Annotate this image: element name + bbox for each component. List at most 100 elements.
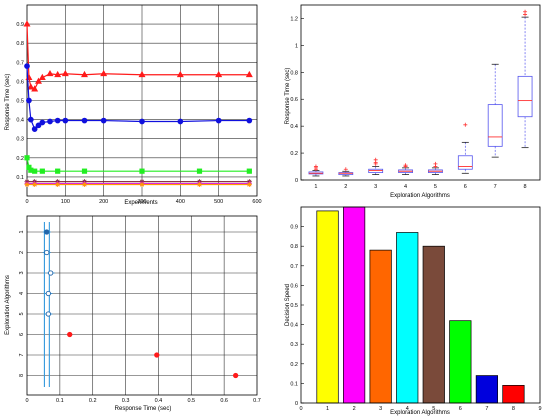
p2-ytick-label: 5 <box>19 312 25 315</box>
p0-ytick-label: 0.9 <box>16 22 24 28</box>
p0-series-1-point <box>177 118 184 125</box>
p1-box-6-outlier <box>463 122 468 127</box>
p0-series-2-point <box>81 168 88 174</box>
p1-plot-frame <box>300 4 541 181</box>
p2-xtick-label: 0 <box>25 398 28 404</box>
p0-series-0-point <box>31 85 39 92</box>
p2-point-1 <box>44 229 50 235</box>
p0-ytick-label: 0.8 <box>16 41 24 47</box>
p2-xtick-label: 0.1 <box>56 398 64 404</box>
p1-xtick-label: 1 <box>314 184 317 190</box>
p2-xtick-label: 0.6 <box>220 398 228 404</box>
p0-series-1-point <box>27 116 34 123</box>
p1-box-5-outlier <box>433 161 438 166</box>
p1-ylabel: Response Time (sec) <box>285 68 291 125</box>
p0-series-0-point <box>245 70 253 78</box>
p0-series-0-point <box>46 69 54 77</box>
p0-series-0-point <box>138 70 146 78</box>
p0-ytick-label: 0.3 <box>16 137 24 143</box>
p0-series-0-point <box>38 73 46 80</box>
p1-box-4-outlier <box>403 163 408 168</box>
p0-ytick-label: 0.1 <box>16 175 24 181</box>
p0-series-5-point <box>24 182 30 188</box>
p3-ytick-label: 0.7 <box>290 264 298 270</box>
p2-xtick-label: 0.4 <box>155 398 163 404</box>
p2-point-4 <box>45 290 52 297</box>
p0-series-2-point <box>196 168 203 174</box>
p0-series-5-point <box>139 182 145 188</box>
p2-ytick-label: 2 <box>19 251 25 254</box>
p2-point-8 <box>232 372 239 379</box>
p2-ytick-label: 4 <box>19 292 25 295</box>
p2-point-7 <box>154 352 160 358</box>
p3-bar-6 <box>449 320 472 404</box>
p0-series-0-point <box>23 20 31 27</box>
p3-xtick-label: 4 <box>406 406 409 412</box>
p0-series-0-point <box>27 83 35 90</box>
p1-xtick-label: 6 <box>464 184 467 190</box>
p2-xtick-label: 0.2 <box>89 398 97 404</box>
p2-ytick-label: 3 <box>19 271 25 274</box>
p0-series-2-point <box>55 168 61 174</box>
p3-ytick-label: 0.4 <box>290 323 298 329</box>
p0-series-1-point <box>24 63 30 69</box>
p0-xtick-label: 500 <box>214 199 223 205</box>
p2-ytick-label: 6 <box>19 333 25 336</box>
p2-point-3 <box>48 270 54 276</box>
p3-xtick-label: 8 <box>512 406 515 412</box>
p0-series-1-point <box>100 117 107 124</box>
p0-series-1-point <box>139 118 145 125</box>
p0-series-2-point <box>246 168 252 174</box>
p1-xtick-label: 3 <box>374 184 377 190</box>
p2-xtick-label: 0.5 <box>187 398 195 404</box>
p3-bar-8 <box>502 385 525 404</box>
p0-series-2-point <box>32 168 38 174</box>
p0-series-5-point <box>82 182 87 188</box>
p1-xtick-label: 4 <box>404 184 407 190</box>
p3-xlabel: Exploration Algorithms <box>390 410 450 416</box>
p3-ytick-label: 0.8 <box>290 244 298 250</box>
p0-series-0-point <box>61 69 69 77</box>
p0-ytick-label: 0.5 <box>16 99 24 105</box>
p3-ylabel: Decision Speed <box>285 284 291 326</box>
panel-algorithm-intervals: Response Time (sec) Exploration Algorith… <box>5 215 261 412</box>
p2-point-5 <box>45 311 52 317</box>
p3-xtick-label: 0 <box>299 406 302 412</box>
p2-ytick-label: 8 <box>19 374 25 377</box>
panel-decision-speed: Exploration Algorithms Decision Speed 00… <box>285 206 542 416</box>
p1-xlabel: Exploration Algorithms <box>390 193 450 199</box>
p3-ytick-label: 0.9 <box>290 225 298 231</box>
p1-ytick-label: 0.2 <box>290 151 298 157</box>
p0-series-1-point <box>31 126 38 132</box>
p0-xtick-label: 300 <box>137 199 146 205</box>
p3-ytick-label: 0.6 <box>290 283 298 289</box>
p3-ytick-label: 0 <box>295 401 298 407</box>
p2-ytick-label: 7 <box>19 353 25 356</box>
p1-box-6 <box>457 155 473 170</box>
panel-response-time-vs-experiments: Experiments Response Time (sec) 0 100 200 3… <box>5 4 262 206</box>
p1-box-3-outlier <box>373 157 378 162</box>
p1-xtick-label: 5 <box>434 184 437 190</box>
p1-box-8 <box>517 75 533 118</box>
p3-bar-7 <box>475 375 498 404</box>
p2-point-6 <box>67 331 73 338</box>
p2-ytick-label: 1 <box>19 230 25 233</box>
p2-point-2 <box>44 249 50 256</box>
p3-xtick-label: 2 <box>353 406 356 412</box>
p0-ytick-label: 0.2 <box>16 156 24 162</box>
p3-bar-5 <box>422 245 445 404</box>
p3-xtick-label: 6 <box>459 406 462 412</box>
p0-ytick-label: 0.4 <box>16 118 24 124</box>
p3-ytick-label: 0.1 <box>290 381 298 387</box>
p1-ytick-label: 1.2 <box>290 16 298 22</box>
p1-xtick-label: 7 <box>494 184 497 190</box>
p3-xtick-label: 7 <box>485 406 488 412</box>
p0-ytick-label: 0.7 <box>16 60 24 66</box>
p3-bar-1 <box>316 210 339 404</box>
p2-xtick-label: 0.7 <box>253 398 261 404</box>
p1-xtick-label: 8 <box>524 184 527 190</box>
p1-ytick-label: 0.4 <box>290 124 298 130</box>
p0-xtick-label: 600 <box>252 199 261 205</box>
p1-ytick-label: 1 <box>295 43 298 49</box>
